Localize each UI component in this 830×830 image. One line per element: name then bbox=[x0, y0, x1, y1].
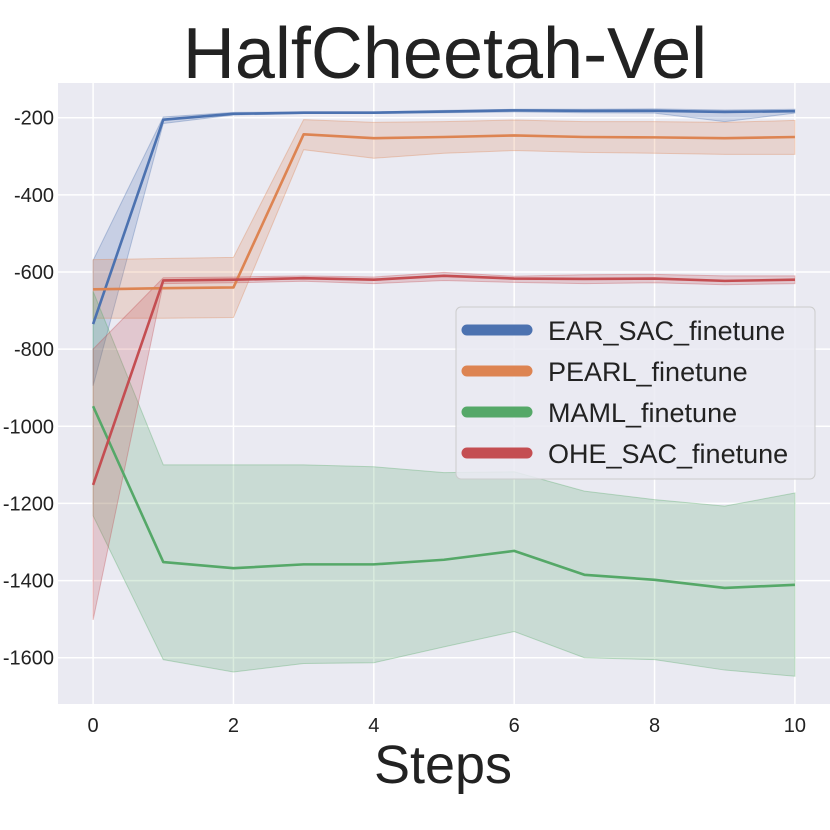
x-tick-labels: 0 2 4 6 8 10 bbox=[88, 715, 807, 737]
line-ohe-sac-finetune bbox=[91, 274, 795, 486]
y-tick-label: -1000 bbox=[3, 416, 54, 438]
line-maml-finetune bbox=[91, 405, 795, 590]
y-tick-label: -1400 bbox=[3, 571, 54, 593]
x-axis-label: Steps bbox=[374, 735, 512, 795]
x-tick-label: 0 bbox=[88, 715, 99, 737]
x-tick-label: 2 bbox=[228, 715, 239, 737]
line-ear-sac-finetune bbox=[91, 109, 795, 325]
confidence-bands bbox=[92, 108, 796, 677]
y-tick-label: -400 bbox=[14, 185, 54, 207]
x-tick-label: 8 bbox=[649, 715, 660, 737]
legend-box bbox=[455, 306, 816, 480]
legend: EAR_SAC_finetune PEARL_finetune MAML_finet… bbox=[455, 306, 816, 480]
legend-label-maml-finetune: MAML_finetune bbox=[548, 398, 737, 428]
x-tick-label: 10 bbox=[784, 715, 806, 737]
y-tick-label: -1600 bbox=[3, 648, 54, 670]
y-tick-labels: -200 -400 -600 -800 -1000 -1200 -1400 -1600 bbox=[3, 108, 54, 670]
band-ohe-sac-finetune bbox=[92, 271, 796, 621]
y-tick-label: -200 bbox=[14, 108, 54, 130]
legend-label-ohe-sac-finetune: OHE_SAC_finetune bbox=[548, 439, 788, 469]
y-tick-label: -600 bbox=[14, 262, 54, 284]
band-pearl-finetune bbox=[92, 119, 796, 319]
legend-label-pearl-finetune: PEARL_finetune bbox=[548, 357, 748, 387]
x-tick-label: 4 bbox=[368, 715, 379, 737]
series-lines bbox=[91, 109, 795, 590]
chart-title: HalfCheetah-Vel bbox=[183, 14, 707, 94]
line-pearl-finetune bbox=[93, 133, 795, 291]
x-tick-label: 6 bbox=[509, 715, 520, 737]
band-maml-finetune bbox=[92, 291, 796, 677]
legend-label-ear-sac-finetune: EAR_SAC_finetune bbox=[548, 316, 785, 346]
y-tick-label: -800 bbox=[14, 339, 54, 361]
y-tick-label: -1200 bbox=[3, 493, 54, 515]
